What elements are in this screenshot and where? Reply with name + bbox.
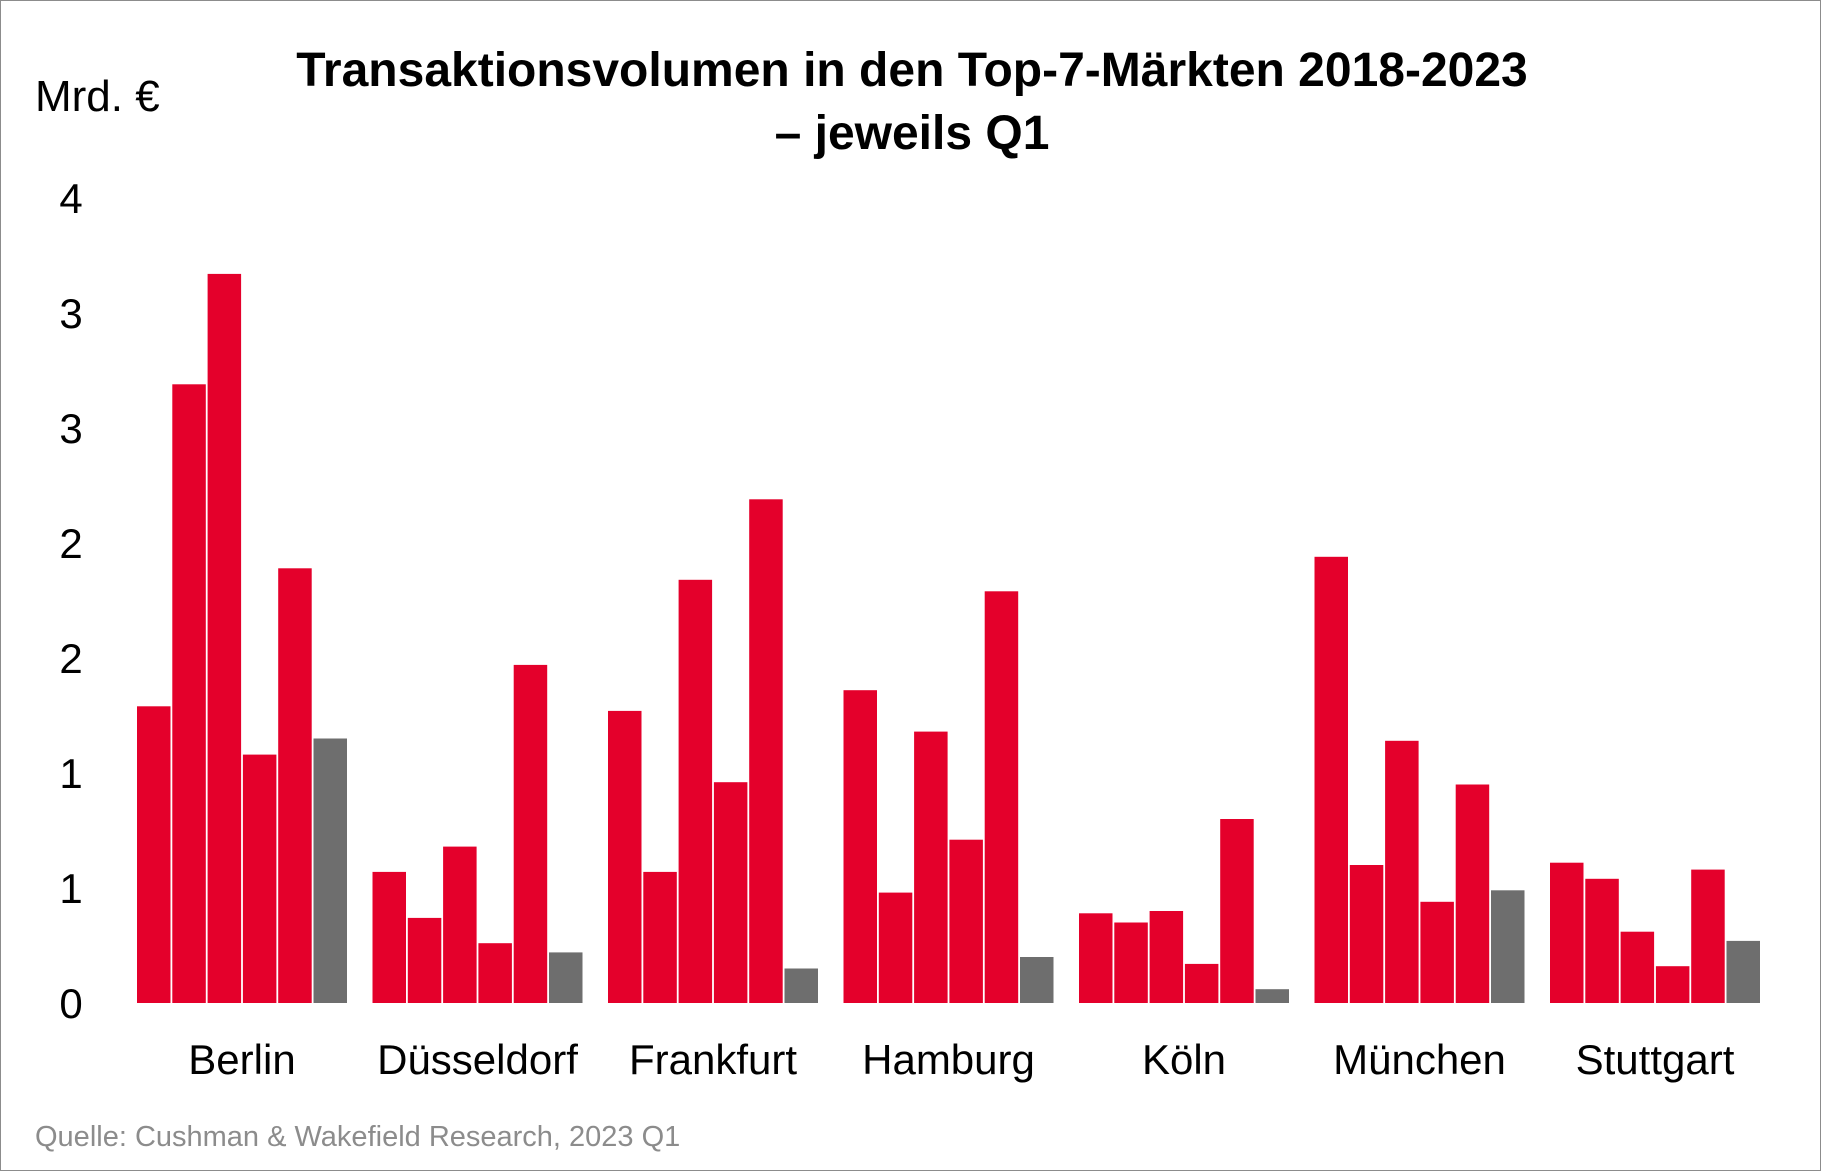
bar bbox=[784, 968, 818, 1003]
bar bbox=[1385, 740, 1419, 1003]
bar-group bbox=[372, 664, 583, 1003]
bar bbox=[1314, 556, 1348, 1003]
bar bbox=[1114, 922, 1148, 1003]
bar bbox=[1149, 911, 1184, 1003]
bar bbox=[513, 664, 548, 1003]
bar bbox=[878, 892, 913, 1003]
bar bbox=[843, 690, 877, 1003]
y-tick-label: 4 bbox=[59, 175, 82, 222]
bar bbox=[549, 952, 583, 1003]
bar bbox=[372, 871, 406, 1003]
bar-group bbox=[1550, 862, 1760, 1003]
y-axis-ticks: 0 1 1 2 2 3 3 4 bbox=[59, 175, 82, 1027]
bar bbox=[1255, 989, 1289, 1003]
category-labels: Berlin Düsseldorf Frankfurt Hamburg Köln Münc… bbox=[188, 1036, 1734, 1083]
category-label: Stuttgart bbox=[1576, 1036, 1735, 1083]
bar bbox=[1726, 940, 1760, 1003]
y-tick-label: 1 bbox=[59, 865, 82, 912]
category-label: Köln bbox=[1142, 1036, 1226, 1083]
bar bbox=[678, 579, 713, 1003]
bar bbox=[443, 846, 477, 1003]
y-axis-unit-label: Mrd. € bbox=[35, 72, 160, 121]
bar bbox=[207, 273, 242, 1003]
y-tick-label: 1 bbox=[59, 750, 82, 797]
y-tick-label: 0 bbox=[59, 980, 82, 1027]
y-tick-label: 3 bbox=[59, 405, 82, 452]
bar-group bbox=[843, 591, 1054, 1003]
bar-group bbox=[1079, 819, 1289, 1003]
bar bbox=[643, 871, 677, 1003]
bar bbox=[608, 710, 642, 1003]
y-tick-label: 2 bbox=[59, 635, 82, 682]
bar bbox=[1020, 957, 1054, 1003]
bar bbox=[137, 706, 171, 1003]
bar bbox=[1079, 913, 1113, 1003]
bar bbox=[278, 568, 312, 1003]
category-label: Hamburg bbox=[862, 1036, 1035, 1083]
bar bbox=[1420, 901, 1454, 1003]
category-label: München bbox=[1333, 1036, 1506, 1083]
bar bbox=[1220, 819, 1254, 1003]
bar-group bbox=[608, 499, 818, 1003]
bar bbox=[949, 839, 983, 1003]
bar bbox=[1691, 869, 1725, 1003]
bar bbox=[1455, 784, 1490, 1003]
chart-title-line2: – jeweils Q1 bbox=[775, 107, 1050, 160]
y-tick-label: 2 bbox=[59, 520, 82, 567]
source-note: Quelle: Cushman & Wakefield Research, 20… bbox=[35, 1121, 680, 1153]
category-label: Düsseldorf bbox=[377, 1036, 578, 1083]
bar bbox=[1655, 966, 1690, 1003]
bar bbox=[478, 943, 512, 1003]
bar bbox=[984, 591, 1019, 1003]
bar-groups bbox=[137, 273, 1760, 1003]
y-tick-label: 3 bbox=[59, 290, 82, 337]
bar-group bbox=[1314, 556, 1525, 1003]
bar bbox=[914, 731, 948, 1003]
bar bbox=[1550, 862, 1584, 1003]
bar bbox=[713, 782, 748, 1003]
category-label: Frankfurt bbox=[629, 1036, 797, 1083]
bar bbox=[1184, 963, 1219, 1003]
bar bbox=[1491, 890, 1525, 1003]
bar bbox=[749, 499, 783, 1003]
bar bbox=[313, 738, 347, 1003]
bar bbox=[407, 917, 442, 1003]
bar-group bbox=[137, 273, 347, 1003]
chart-title: Transaktionsvolumen in den Top-7-Märkten… bbox=[296, 44, 1527, 97]
bar bbox=[1585, 878, 1619, 1003]
bar bbox=[1620, 931, 1655, 1003]
category-label: Berlin bbox=[188, 1036, 295, 1083]
bar bbox=[172, 384, 206, 1003]
bar bbox=[1349, 865, 1384, 1003]
bar bbox=[242, 754, 277, 1003]
